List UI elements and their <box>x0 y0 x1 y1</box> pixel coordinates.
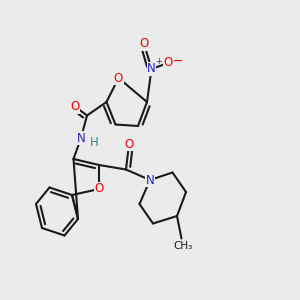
Text: N: N <box>76 131 85 145</box>
Text: H: H <box>90 136 99 149</box>
Text: N: N <box>147 62 156 76</box>
Text: −: − <box>172 55 183 68</box>
Text: O: O <box>70 100 80 113</box>
Text: O: O <box>164 56 172 70</box>
Text: CH₃: CH₃ <box>173 241 193 251</box>
Text: N: N <box>146 173 154 187</box>
Text: O: O <box>94 182 103 196</box>
Text: O: O <box>114 71 123 85</box>
Text: O: O <box>140 37 148 50</box>
Text: O: O <box>124 137 134 151</box>
Text: +: + <box>156 57 162 66</box>
